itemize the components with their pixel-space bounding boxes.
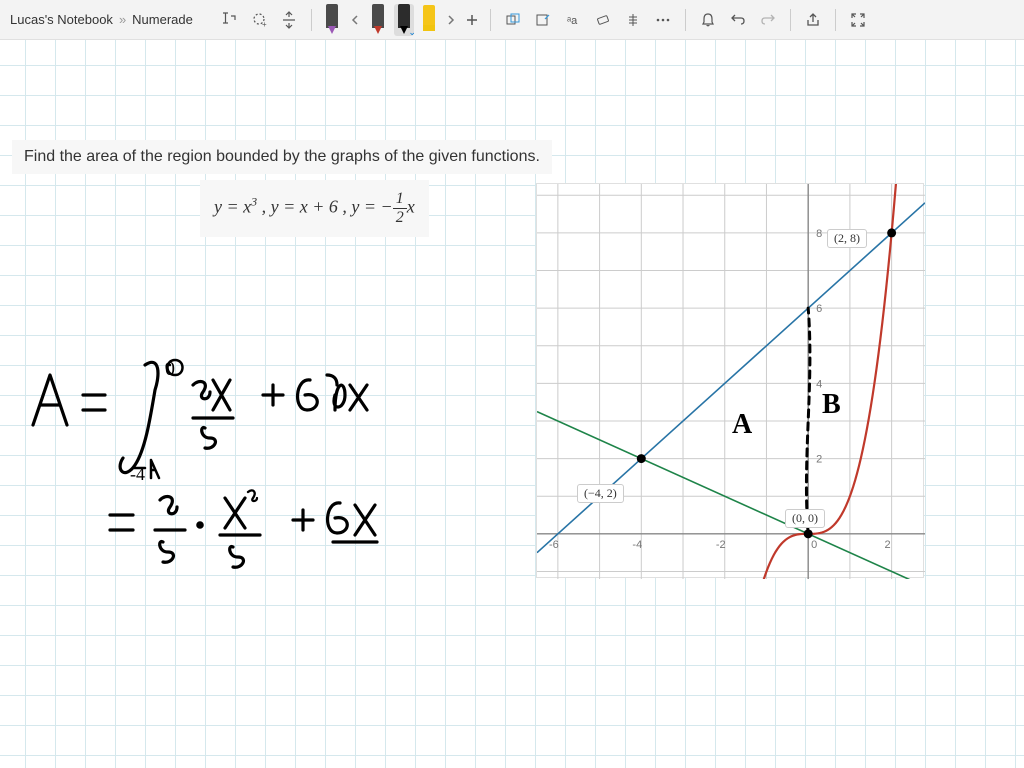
- ruler-tool[interactable]: [619, 6, 647, 34]
- problem-equations: y = x3 , y = x + 6 , y = −12x: [200, 180, 429, 237]
- ink-to-shape-tool[interactable]: [529, 6, 557, 34]
- canvas[interactable]: Find the area of the region bounded by t…: [0, 40, 1024, 768]
- next-pen[interactable]: [442, 6, 460, 34]
- undo-button[interactable]: [724, 6, 752, 34]
- fullscreen-button[interactable]: [844, 6, 872, 34]
- graph-panel: -6-4-2022468 (−4, 2) (0, 0) (2, 8) A B: [536, 183, 924, 578]
- handwritten-work: -4 0: [15, 330, 495, 610]
- text-cursor-tool[interactable]: [215, 6, 243, 34]
- toolbar-divider: [685, 9, 686, 31]
- highlighter-yellow[interactable]: [420, 5, 438, 35]
- svg-text:-4: -4: [130, 464, 145, 484]
- problem-text: Find the area of the region bounded by t…: [12, 140, 552, 174]
- toolbar: Lucas's Notebook » Numerade + ⌄: [0, 0, 1024, 40]
- svg-text:2: 2: [885, 539, 891, 551]
- toolbar-divider: [790, 9, 791, 31]
- svg-text:-2: -2: [716, 539, 726, 551]
- svg-text:6: 6: [816, 303, 822, 315]
- more-tools[interactable]: [649, 6, 677, 34]
- svg-text:8: 8: [816, 228, 822, 240]
- lasso-tool[interactable]: +: [245, 6, 273, 34]
- svg-text:+: +: [262, 20, 267, 29]
- pen-red[interactable]: [368, 4, 388, 36]
- svg-text:-4: -4: [632, 539, 642, 551]
- toolbar-divider: [311, 9, 312, 31]
- region-label-B: B: [822, 389, 841, 421]
- add-pen[interactable]: [462, 6, 482, 34]
- toolbar-divider: [490, 9, 491, 31]
- breadcrumb-page[interactable]: Numerade: [132, 12, 193, 27]
- svg-text:ᵃa: ᵃa: [567, 15, 578, 27]
- breadcrumb-notebook[interactable]: Lucas's Notebook: [10, 12, 113, 27]
- chevron-down-icon[interactable]: ⌄: [408, 27, 416, 38]
- breadcrumb-separator: »: [119, 12, 126, 27]
- redo-button[interactable]: [754, 6, 782, 34]
- svg-text:0: 0: [165, 358, 175, 380]
- breadcrumb[interactable]: Lucas's Notebook » Numerade: [10, 12, 193, 27]
- share-button[interactable]: [799, 6, 827, 34]
- point-label: (2, 8): [827, 229, 867, 248]
- shapes-tool[interactable]: [499, 6, 527, 34]
- prev-pen[interactable]: [346, 6, 364, 34]
- region-label-A: A: [732, 409, 752, 441]
- svg-text:2: 2: [816, 454, 822, 466]
- svg-text:0: 0: [811, 539, 817, 551]
- pen-black[interactable]: ⌄: [394, 4, 414, 36]
- pen-purple[interactable]: [322, 4, 342, 36]
- point-label: (0, 0): [785, 509, 825, 528]
- ink-to-text-tool[interactable]: ᵃa: [559, 6, 587, 34]
- point-label: (−4, 2): [577, 484, 624, 503]
- toolbar-divider: [835, 9, 836, 31]
- insert-space-tool[interactable]: [275, 6, 303, 34]
- eraser-tool[interactable]: [589, 6, 617, 34]
- notifications-icon[interactable]: [694, 6, 722, 34]
